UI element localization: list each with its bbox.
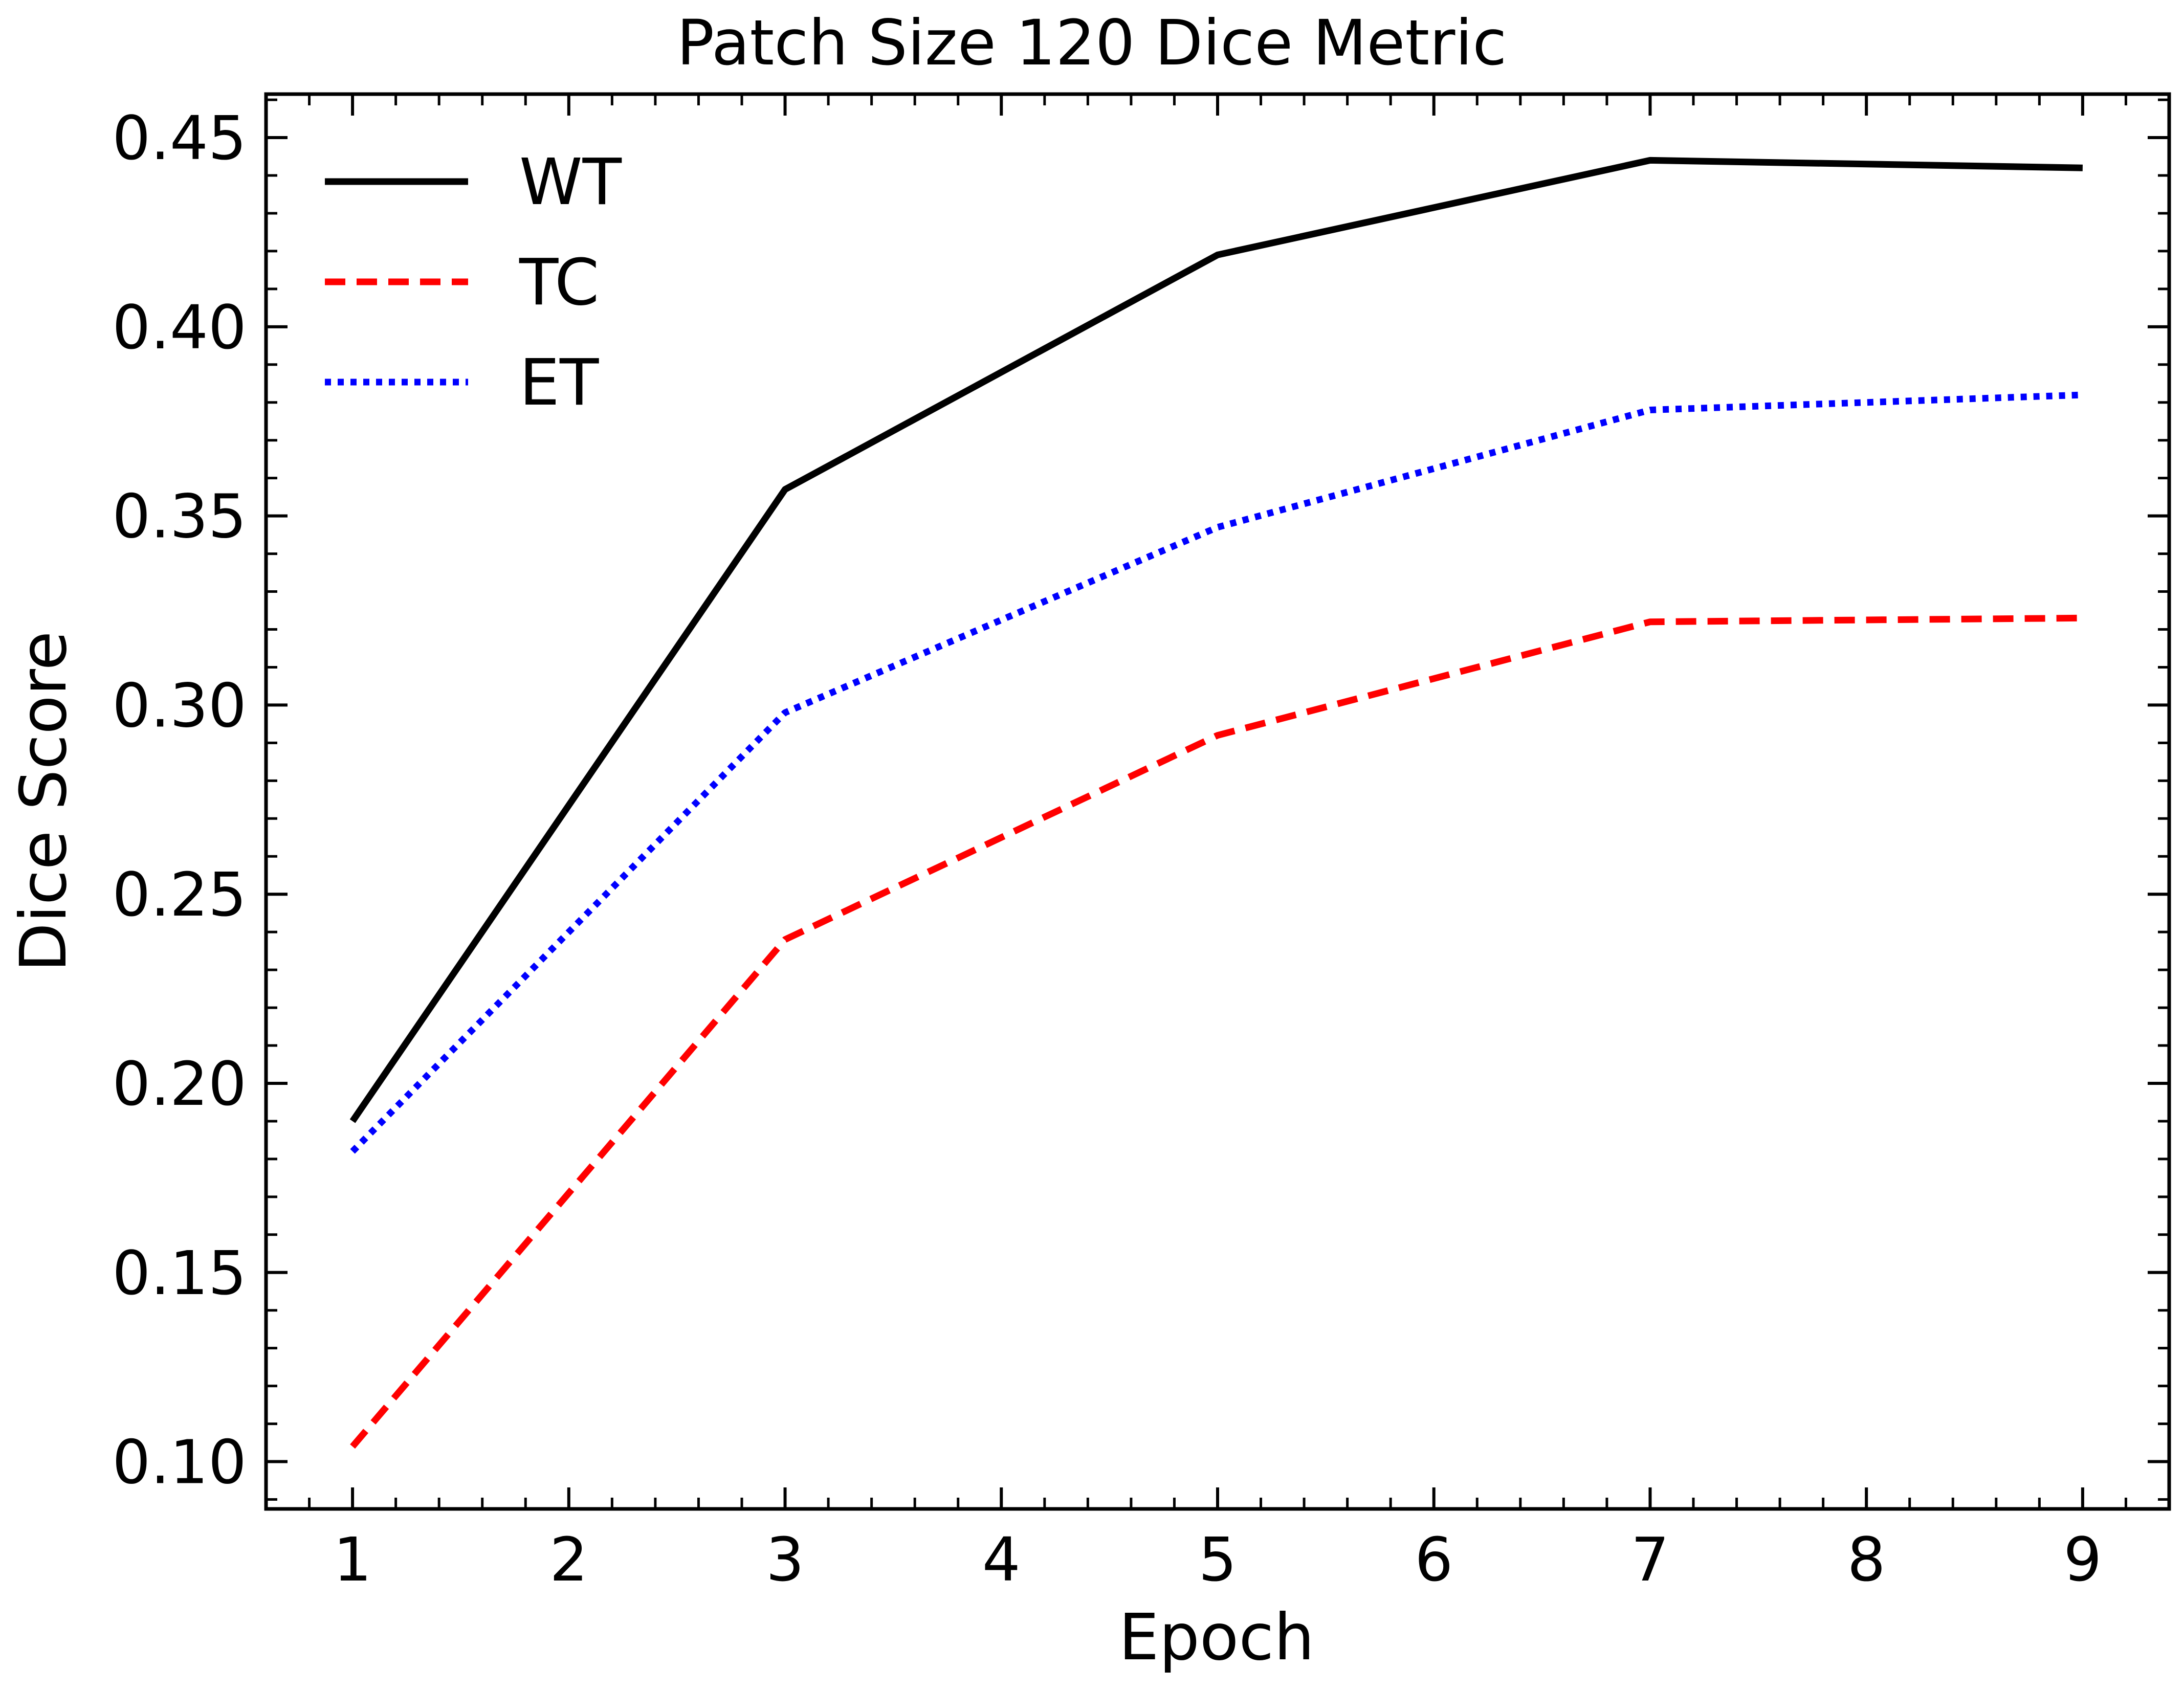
x-tick-label: 9 <box>2063 1524 2102 1595</box>
x-tick-label: 1 <box>334 1524 372 1595</box>
y-tick-label: 0.25 <box>112 859 247 930</box>
y-tick-label: 0.40 <box>112 292 247 363</box>
series-line-tc <box>350 614 2083 1449</box>
y-tick-label: 0.20 <box>112 1049 247 1119</box>
legend-label-wt: WT <box>519 145 622 219</box>
legend-label-tc: TC <box>519 246 599 320</box>
x-tick-label: 4 <box>982 1524 1021 1595</box>
x-tick-label: 7 <box>1631 1524 1669 1595</box>
legend-label-et: ET <box>519 346 599 420</box>
y-tick-label: 0.15 <box>112 1238 247 1308</box>
y-tick-label: 0.35 <box>112 481 247 552</box>
x-tick-label: 8 <box>1847 1524 1886 1595</box>
y-tick-label: 0.10 <box>112 1427 247 1498</box>
x-tick-label: 5 <box>1198 1524 1237 1595</box>
series-line-et <box>350 391 2083 1154</box>
x-tick-label: 3 <box>766 1524 804 1595</box>
x-tick-label: 2 <box>549 1524 588 1595</box>
series-line-wt <box>349 157 2083 1123</box>
x-axis-label: Epoch <box>1119 1600 1315 1675</box>
y-tick-label: 0.30 <box>112 670 247 741</box>
y-tick-label: 0.45 <box>112 103 247 173</box>
x-tick-label: 6 <box>1415 1524 1453 1595</box>
chart-title: Patch Size 120 Dice Metric <box>677 7 1507 79</box>
y-axis-label: Dice Score <box>7 631 81 972</box>
